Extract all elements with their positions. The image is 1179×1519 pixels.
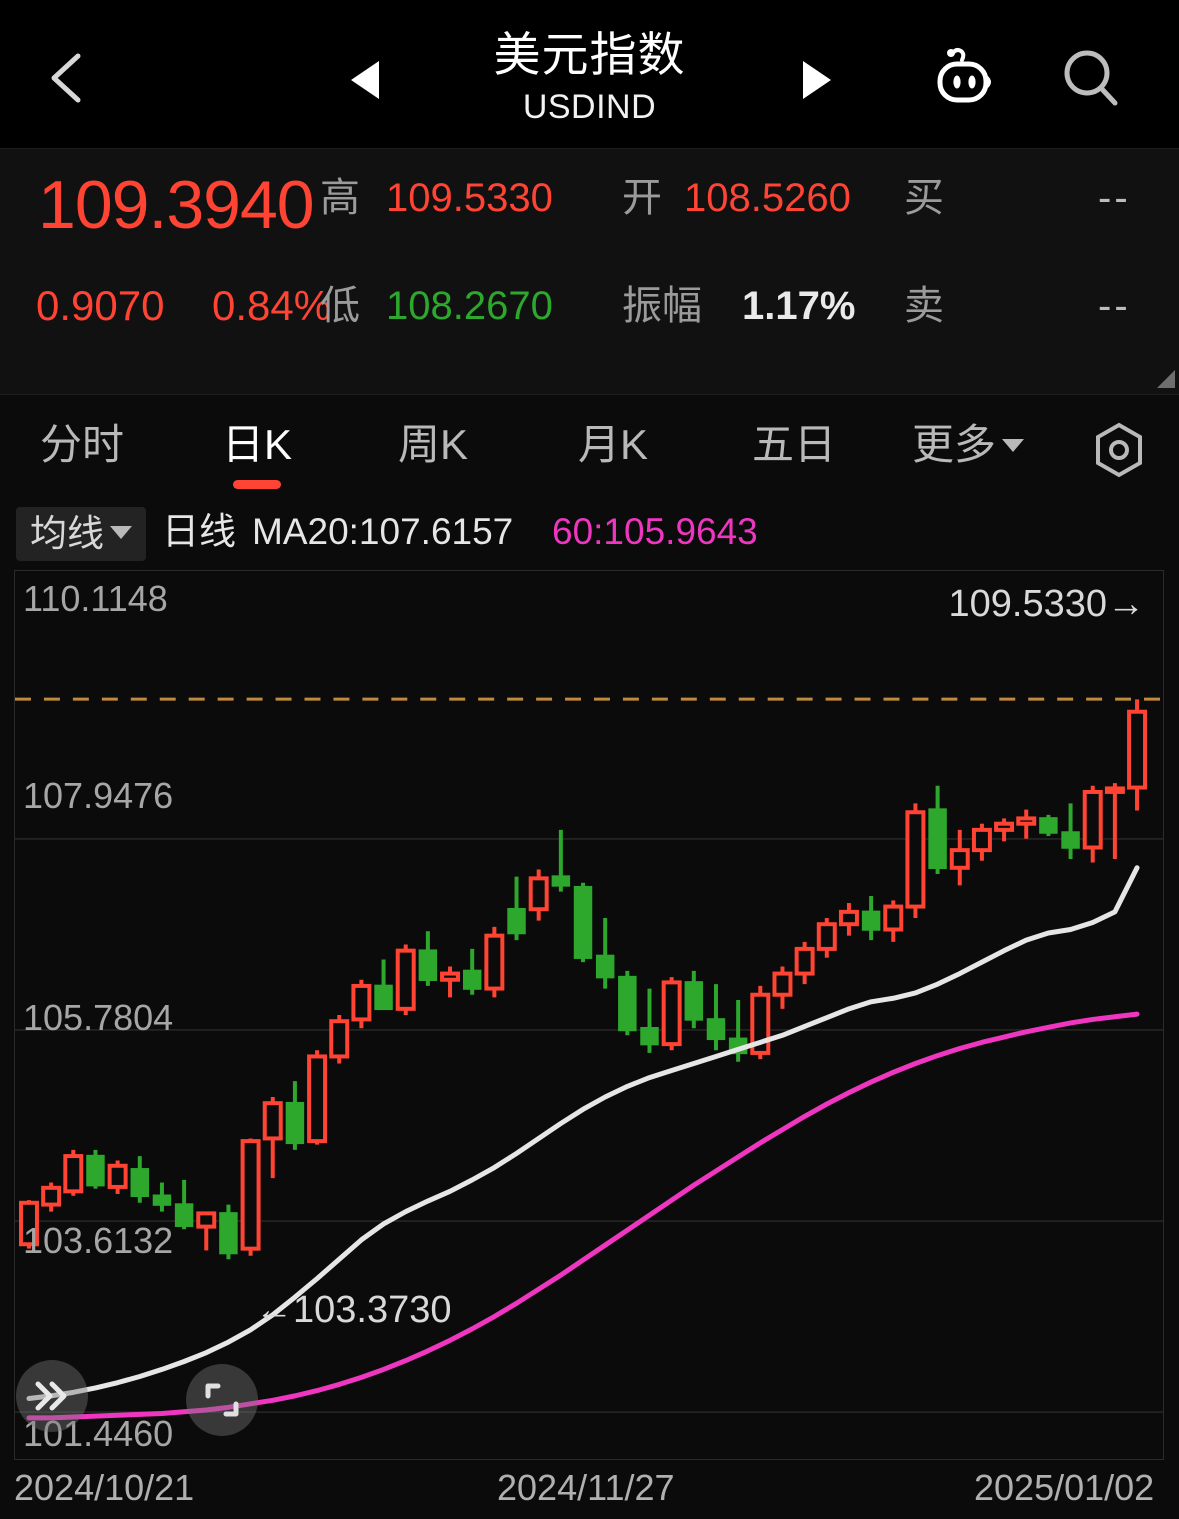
indicator-selector[interactable]: 均线 — [16, 507, 146, 561]
previous-symbol-icon[interactable] — [345, 58, 387, 102]
candlestick-chart[interactable]: 110.1148 107.9476 105.7804 103.6132 101.… — [14, 570, 1164, 1460]
y-axis-label-1: 107.9476 — [23, 775, 174, 816]
quote-panel: 109.3940 高 109.5330 开 108.5260 买 -- 0.90… — [0, 148, 1179, 394]
sell-value: -- — [1098, 284, 1131, 328]
chart-period-tabbar: 分时 日K 周K 月K 五日 更多 — [0, 394, 1179, 503]
double-chevron-right-icon[interactable] — [16, 1360, 88, 1432]
open-label: 开 — [622, 176, 662, 220]
tab-fenshi[interactable]: 分时 — [40, 395, 124, 495]
tab-label: 分时 — [40, 421, 125, 468]
low-value: 108.2670 — [386, 284, 553, 328]
sell-label: 卖 — [904, 284, 944, 328]
chart-plot-area[interactable] — [15, 571, 1163, 1459]
tab-monthly-k[interactable]: 月K — [578, 395, 648, 495]
tab-label: 月K — [578, 421, 649, 468]
low-price-marker: ←103.3730 — [255, 1289, 452, 1331]
y-axis-label-3: 103.6132 — [23, 1220, 174, 1261]
chevron-down-icon — [1002, 439, 1025, 453]
app-header: 美元指数 USDIND — [0, 0, 1179, 148]
y-axis-label-4: 101.4460 — [23, 1413, 174, 1454]
tab-label: 周K — [398, 421, 469, 468]
next-symbol-icon[interactable] — [795, 58, 837, 102]
date-axis: 2024/10/21 2024/11/27 2025/01/02 — [14, 1462, 1164, 1518]
x-axis-label-0: 2024/10/21 — [14, 1467, 195, 1508]
expand-quote-handle[interactable] — [1157, 370, 1175, 388]
tab-more[interactable]: 更多 — [912, 395, 1025, 495]
indicator-selector-label: 均线 — [30, 513, 104, 554]
tab-label: 五日 — [752, 421, 837, 468]
buy-value: -- — [1098, 176, 1131, 220]
back-icon[interactable] — [44, 52, 88, 104]
indicator-ma60-value: 60:105.9643 — [552, 511, 758, 552]
buy-label: 买 — [904, 176, 944, 220]
high-price-marker: 109.5330→ — [948, 583, 1146, 625]
x-axis-label-1: 2024/11/27 — [497, 1467, 675, 1508]
amplitude-value: 1.17% — [742, 284, 856, 328]
search-icon[interactable] — [1058, 46, 1128, 112]
indicator-period-label: 日线 — [162, 511, 236, 552]
high-value: 109.5330 — [386, 176, 553, 220]
indicator-ma20-value: MA20:107.6157 — [252, 511, 514, 552]
change-percent: 0.84% — [212, 282, 332, 329]
low-label: 低 — [320, 284, 360, 328]
last-price: 109.3940 — [38, 167, 315, 243]
page-subtitle: USDIND — [522, 88, 657, 126]
change-absolute: 0.9070 — [36, 282, 165, 329]
high-label: 高 — [320, 176, 360, 220]
fullscreen-crop-icon[interactable] — [186, 1364, 258, 1436]
tab-weekly-k[interactable]: 周K — [398, 395, 468, 495]
y-axis-label-2: 105.7804 — [23, 997, 174, 1038]
tab-daily-k[interactable]: 日K — [222, 395, 292, 495]
y-axis-label-0: 110.1148 — [23, 578, 168, 619]
tab-label: 更多 — [912, 421, 997, 468]
page-title: 美元指数 — [493, 28, 686, 81]
active-tab-underline — [233, 480, 281, 489]
x-axis-label-2: 2025/01/02 — [974, 1467, 1155, 1508]
quote-row-primary: 109.3940 高 109.5330 开 108.5260 买 -- — [0, 159, 1179, 259]
quote-row-secondary: 0.9070 0.84% 低 108.2670 振幅 1.17% 卖 -- — [0, 267, 1179, 367]
amplitude-label: 振幅 — [622, 284, 702, 328]
settings-hex-icon[interactable] — [1090, 421, 1148, 479]
chevron-down-icon — [110, 525, 132, 539]
header-title-group: 美元指数 USDIND — [0, 26, 1179, 128]
robot-assistant-icon[interactable] — [930, 44, 1000, 110]
tab-five-day[interactable]: 五日 — [752, 395, 836, 495]
indicator-bar: 均线 日线 MA20:107.6157 60:105.9643 — [0, 503, 1179, 565]
tab-label: 日K — [222, 421, 293, 468]
open-value: 108.5260 — [684, 176, 851, 220]
